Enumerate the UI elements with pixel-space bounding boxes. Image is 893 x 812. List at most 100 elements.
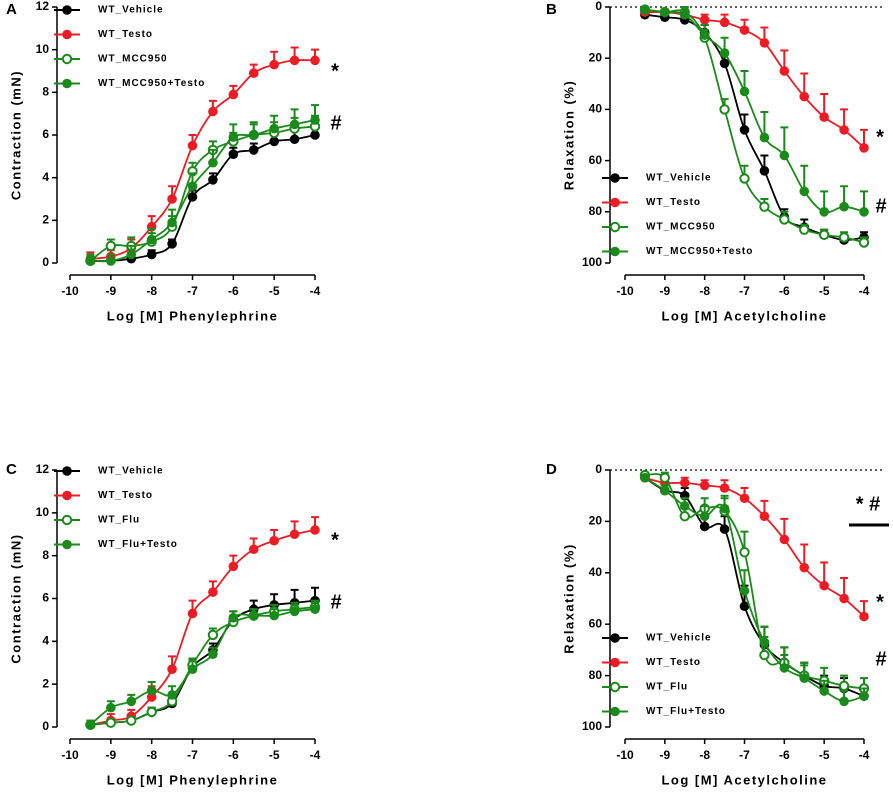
annotation: # — [330, 112, 341, 134]
data-point — [799, 186, 810, 197]
y-tick-label: 20 — [589, 50, 603, 64]
y-tick-label: 8 — [42, 548, 49, 562]
data-point — [799, 673, 810, 683]
data-point — [208, 157, 218, 168]
data-point — [839, 201, 849, 212]
data-point — [208, 649, 218, 659]
data-point — [759, 511, 770, 522]
data-point — [679, 478, 690, 488]
x-axis-label: Log [M] Acetylcholine — [661, 308, 827, 323]
legend-label: WT_Flu+Testo — [646, 706, 726, 717]
data-point — [719, 48, 730, 58]
y-tick-label: 2 — [42, 213, 49, 227]
data-point — [739, 86, 750, 97]
curve — [90, 59, 316, 260]
x-tick-label: -9 — [105, 748, 116, 762]
x-tick-label: -9 — [659, 284, 670, 298]
annotation: # — [875, 195, 886, 217]
legend-marker — [610, 706, 620, 717]
x-axis-label: Log [M] Phenylephrine — [107, 308, 279, 323]
data-point — [167, 664, 177, 674]
data-point — [289, 529, 300, 540]
legend-label: WT_Testo — [646, 197, 701, 208]
x-axis-label: Log [M] Phenylephrine — [107, 772, 279, 787]
data-point — [126, 696, 137, 707]
x-tick-label: -4 — [310, 748, 321, 762]
x-tick-label: -7 — [739, 284, 750, 298]
y-axis-label: Relaxation (%) — [561, 543, 576, 654]
curve — [90, 606, 316, 726]
legend-marker — [62, 29, 72, 40]
data-point — [105, 717, 117, 728]
y-tick-label: 6 — [42, 127, 49, 141]
y-tick-label: 4 — [42, 634, 49, 648]
data-point — [248, 610, 259, 621]
legend-label: WT_Vehicle — [98, 5, 164, 16]
y-tick-label: 10 — [36, 42, 50, 56]
y-tick-label: 80 — [589, 204, 603, 218]
y-axis-label: Contraction (mN) — [8, 533, 23, 663]
data-point — [779, 214, 790, 225]
data-point — [859, 143, 869, 153]
data-point — [208, 175, 218, 185]
legend-label: WT_MCC950+Testo — [646, 246, 753, 257]
panel: C 0 2 4 6 8 10 12 -10 -9 -8 -7 -6 -5 -4 Log [M] Phenyle… — [6, 461, 342, 787]
data-point — [289, 119, 300, 130]
data-point — [799, 91, 810, 102]
data-point — [699, 521, 710, 532]
data-point — [838, 680, 850, 692]
data-point — [126, 249, 137, 260]
y-tick-label: 6 — [42, 591, 49, 605]
data-point — [228, 132, 239, 142]
data-point — [187, 192, 198, 202]
x-tick-label: -7 — [187, 748, 198, 762]
panel-label: A — [6, 1, 17, 18]
data-point — [659, 472, 671, 483]
data-point — [739, 493, 750, 504]
data-point — [739, 125, 750, 135]
annotation: * — [876, 591, 884, 613]
data-point — [85, 256, 96, 266]
curve — [89, 125, 316, 262]
y-tick-label: 40 — [589, 565, 603, 579]
panel-label: C — [6, 461, 17, 478]
legend-marker — [610, 246, 620, 257]
curve — [644, 11, 865, 149]
data-point — [269, 136, 279, 147]
x-tick-label: -5 — [819, 284, 830, 298]
panel: B 0 20 40 60 80 100 -10 -9 -8 -7 -6 -5 -4 Log [M] Acet… — [546, 0, 887, 323]
data-point — [167, 690, 177, 700]
data-point — [146, 234, 157, 245]
data-point — [228, 561, 239, 572]
y-tick-label: 4 — [42, 170, 49, 184]
curve — [89, 608, 316, 726]
data-point — [660, 7, 670, 17]
legend-label: WT_MCC950+Testo — [98, 78, 205, 89]
y-tick-label: 10 — [36, 505, 50, 519]
data-point — [146, 249, 157, 260]
curve — [644, 476, 865, 618]
panel: D 0 20 40 60 80 100 -10 -9 -8 -7 -6 -5 -4 Log [M] Acet… — [546, 461, 889, 787]
x-tick-label: -4 — [310, 284, 321, 298]
data-point — [759, 38, 770, 48]
legend-label: WT_Vehicle — [646, 633, 712, 644]
data-point — [739, 25, 750, 35]
data-point — [839, 696, 849, 707]
data-point — [106, 702, 116, 713]
legend-label: WT_Flu+Testo — [98, 539, 178, 550]
legend-marker — [62, 5, 72, 15]
panel-label: D — [546, 461, 557, 478]
y-tick-label: 40 — [589, 102, 603, 116]
legend-marker — [610, 197, 620, 208]
panel-label: B — [546, 1, 557, 18]
x-tick-label: -9 — [105, 284, 116, 298]
annotation: # — [330, 591, 341, 613]
data-point — [228, 612, 239, 623]
x-tick-label: -8 — [699, 284, 710, 298]
data-point — [660, 485, 670, 496]
legend-marker — [610, 657, 620, 668]
legend-label: WT_Vehicle — [646, 173, 712, 184]
y-tick-label: 8 — [42, 85, 49, 99]
data-point — [759, 166, 770, 176]
data-point — [858, 237, 870, 248]
